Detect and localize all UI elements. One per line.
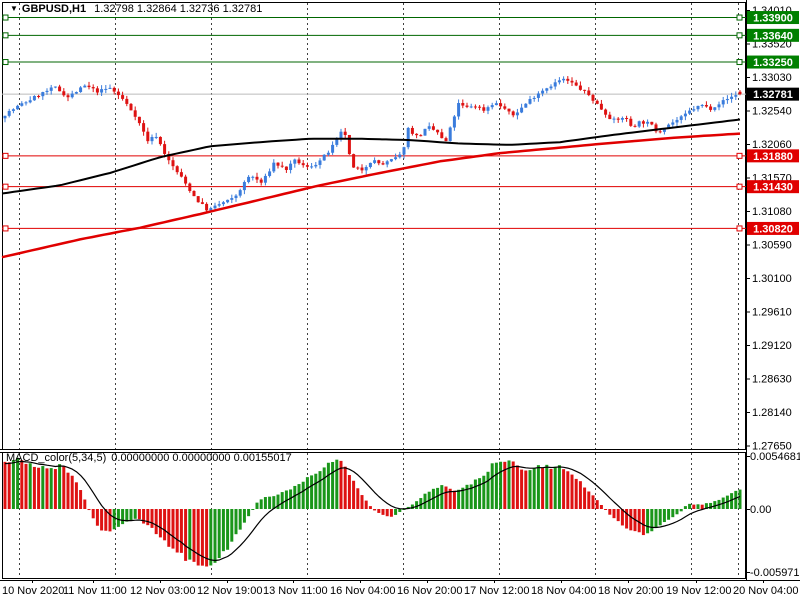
macd-name-label: MACD_color(5,34,5)	[6, 452, 107, 464]
price-level-badge	[747, 55, 799, 69]
price-axis-label: 1.30100	[752, 273, 792, 285]
price-level-badge-label: 1.30820	[753, 223, 793, 235]
macd-axis: 0.0054681 0.00 -0.0059717	[746, 451, 800, 579]
level-drag-handle[interactable]	[2, 183, 9, 190]
level-drag-handle[interactable]	[2, 59, 9, 66]
slow-ma-red-line	[1, 132, 741, 259]
fast-ma-black-line	[1, 118, 741, 195]
level-drag-handle[interactable]	[2, 152, 9, 159]
level-drag-handle[interactable]	[2, 225, 9, 232]
time-axis-label: 16 Nov 20:00	[397, 585, 462, 597]
macd-axis-label: -0.0059717	[750, 567, 800, 579]
time-axis-label: 10 Nov 2020	[2, 585, 64, 597]
price-level-badge	[747, 28, 799, 42]
price-level-badge-label: 1.33900	[753, 13, 793, 25]
price-level-badge	[747, 87, 799, 101]
price-axis-label: 1.31080	[752, 206, 792, 218]
price-axis-label: 1.29610	[752, 307, 792, 319]
price-axis-label: 1.32060	[752, 139, 792, 151]
level-drag-handle[interactable]	[736, 32, 743, 39]
price-axis-label: 1.28140	[752, 407, 792, 419]
time-axis-label: 16 Nov 04:00	[330, 585, 395, 597]
ohlc-readout: 1.32798 1.32864 1.32736 1.32781	[94, 3, 263, 15]
level-drag-handle[interactable]	[736, 59, 743, 66]
resistance-lines[interactable]	[2, 14, 746, 66]
time-axis-label: 13 Nov 11:00	[263, 585, 328, 597]
price-level-badge	[747, 221, 799, 235]
macd-indicator-label: MACD_color(5,34,5) 0.00000000 0.00000000 …	[6, 452, 292, 464]
price-axis-label: 1.32540	[752, 106, 792, 118]
time-axis-label: 11 Nov 11:00	[63, 585, 127, 597]
level-drag-handle[interactable]	[2, 14, 9, 21]
level-drag-handle[interactable]	[736, 183, 743, 190]
price-level-badge-label: 1.32781	[753, 89, 793, 101]
chart-shift-marker-icon: ▼	[10, 4, 18, 13]
level-drag-handle[interactable]	[736, 225, 743, 232]
price-axis-label: 1.28630	[752, 374, 792, 386]
macd-axis-label: 0.0054681	[750, 451, 800, 463]
level-drag-handle[interactable]	[736, 14, 743, 21]
time-axis-label: 12 Nov 19:00	[197, 585, 262, 597]
time-axis-label: 18 Nov 20:00	[598, 585, 663, 597]
symbol-timeframe-label: GBPUSD,H1	[21, 3, 87, 15]
price-axis-label: 1.33030	[752, 72, 792, 84]
price-level-badge	[747, 149, 799, 163]
price-level-badge	[747, 11, 799, 25]
price-level-badge-label: 1.31430	[753, 182, 793, 194]
candlestick-series	[3, 76, 742, 213]
price-level-badge	[747, 180, 799, 194]
chart-title: ▼ GBPUSD,H1 1.32798 1.32864 1.32736 1.3278…	[10, 3, 262, 15]
price-axis-label: 1.29120	[752, 340, 792, 352]
panel-separator[interactable]	[0, 449, 746, 453]
price-axis-label: 1.30590	[752, 240, 792, 252]
macd-axis-label: 0.00	[750, 504, 771, 516]
macd-histogram	[3, 457, 742, 567]
time-axis-label: 19 Nov 12:00	[666, 585, 731, 597]
support-lines[interactable]	[2, 152, 746, 232]
level-drag-handle[interactable]	[2, 32, 9, 39]
macd-signal-line	[4, 460, 741, 562]
price-axis-label: 1.27650	[752, 441, 792, 453]
price-badges: 1.33900 1.33640 1.33250 1.31880 1.31430 1.308…	[747, 11, 799, 235]
level-drag-handle[interactable]	[736, 152, 743, 159]
price-level-badge-label: 1.31880	[753, 151, 793, 163]
time-axis-label: 12 Nov 03:00	[130, 585, 195, 597]
time-axis-label: 17 Nov 12:00	[464, 585, 529, 597]
price-level-badge-label: 1.33250	[753, 57, 793, 69]
time-axis-label: 20 Nov 04:00	[733, 585, 798, 597]
time-axis-label: 18 Nov 04:00	[531, 585, 596, 597]
price-level-badge-label: 1.33640	[753, 30, 793, 42]
macd-values-readout: 0.00000000 0.00000000 0.00155017	[111, 452, 292, 464]
